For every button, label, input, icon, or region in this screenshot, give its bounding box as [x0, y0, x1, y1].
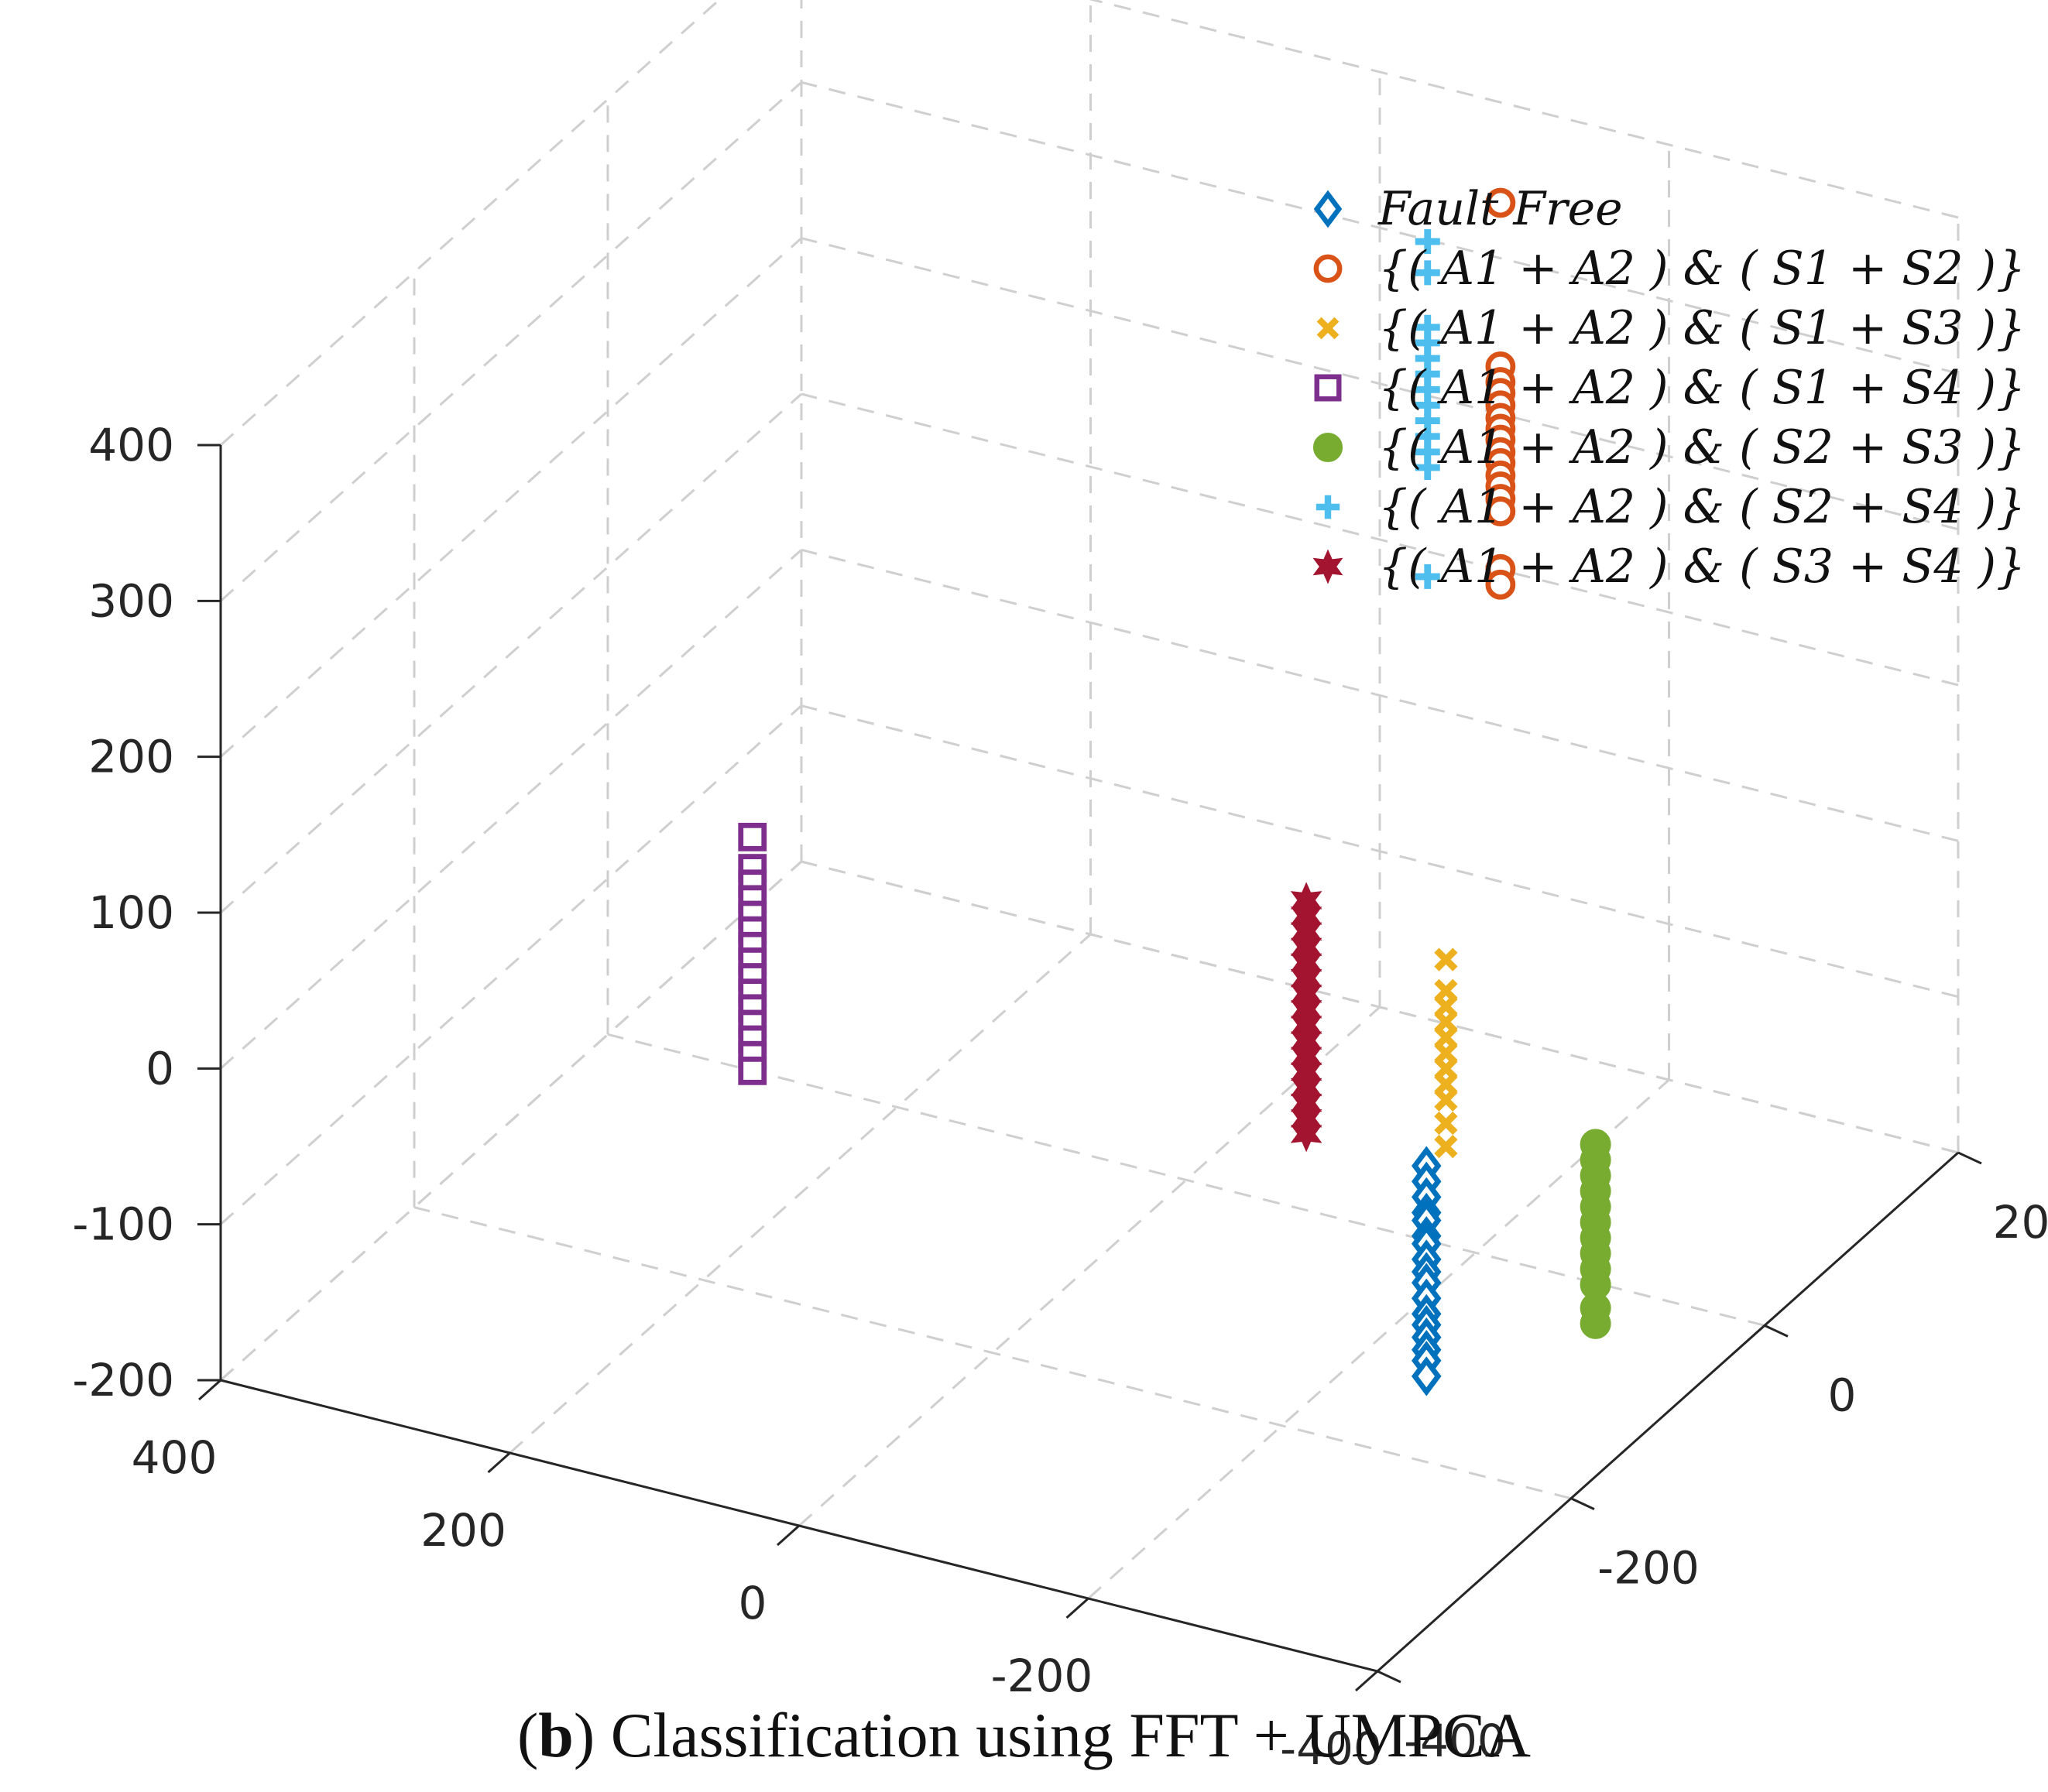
- data-point: [1415, 455, 1440, 480]
- series-6: [1290, 882, 1322, 1153]
- data-point: [1434, 947, 1458, 971]
- legend-marker: [1312, 549, 1343, 584]
- grid-line-floor-y: [607, 1033, 1765, 1327]
- data-points: [738, 187, 1611, 1396]
- grid-line-floor-x: [798, 1006, 1381, 1527]
- grid-line-left-z: [220, 392, 802, 914]
- grid-line-back-z: [801, 704, 1959, 999]
- z-tick-label: 300: [88, 574, 174, 627]
- axes: [197, 444, 1982, 1692]
- legend-marker: [1316, 495, 1340, 519]
- caption-label: b: [538, 1700, 574, 1770]
- x-tick-label: 0: [739, 1577, 767, 1629]
- series-1: [1485, 187, 1516, 600]
- x-tick-mark: [1065, 1597, 1089, 1619]
- legend-entry: Fault Free: [1377, 182, 1623, 236]
- data-point: [1434, 1111, 1458, 1136]
- series-4: [1580, 1129, 1611, 1339]
- x-tick-label: 200: [420, 1504, 506, 1557]
- z-tick-label: 400: [88, 419, 174, 471]
- grid-line-left-z: [220, 704, 802, 1225]
- grid-line-back-z: [801, 81, 1959, 375]
- y-tick-mark: [1570, 1497, 1595, 1511]
- z-tick-label: 100: [88, 886, 174, 939]
- grid-line-floor-x: [509, 933, 1092, 1455]
- data-point: [1434, 1088, 1458, 1112]
- legend-entry: {( A1 + A2 ) & ( S1 + S2 )}: [1378, 242, 2026, 296]
- grid-line-back-z: [801, 548, 1959, 842]
- legend-entry: {( A1 + A2 ) & ( S2 + S3 )}: [1378, 420, 2026, 475]
- series-3: [738, 822, 767, 1085]
- grid-line-floor-x: [1087, 1078, 1670, 1600]
- data-point: [1415, 229, 1440, 255]
- y-tick-label: -200: [1597, 1542, 1700, 1595]
- legend-entry: {( A1 + A2 ) & ( S3 + S4 )}: [1378, 540, 2026, 594]
- data-point: [1434, 1135, 1458, 1159]
- x-tick-label: 400: [132, 1431, 218, 1484]
- legend-marker: [1316, 317, 1340, 340]
- z-tick-label: 200: [88, 731, 174, 783]
- x-tick-mark: [1355, 1670, 1378, 1692]
- legend-entry: {( A1 + A2 ) & ( S1 + S4 )}: [1378, 361, 2026, 415]
- data-point: [1412, 1356, 1442, 1396]
- legend-marker: [1314, 374, 1342, 402]
- y-tick-label: 200: [1993, 1196, 2048, 1249]
- tick-labels: 400 300 200 100 0 -100 -200 400 200 0 -200 -400 -400…: [72, 419, 2048, 1775]
- grid-line-back-z: [801, 860, 1959, 1154]
- grid-line-left-z: [220, 237, 802, 758]
- grid-line-left-z: [220, 81, 802, 602]
- figure-caption: (b) Classification using FFT + UMPCA: [516, 1700, 1532, 1770]
- data-point: [738, 1056, 767, 1085]
- grid-line-left-z: [220, 549, 802, 1070]
- series-0: [1412, 1146, 1442, 1396]
- legend-marker: [1312, 432, 1343, 463]
- data-point: [1485, 569, 1516, 600]
- x-tick-label: -200: [991, 1650, 1093, 1702]
- grid-line-back-z: [801, 237, 1959, 531]
- data-point: [1580, 1307, 1611, 1339]
- grid-line-left-z: [220, 0, 721, 447]
- grid-line-floor-y: [413, 1206, 1572, 1500]
- y-tick-label: 0: [1828, 1369, 1857, 1421]
- z-tick-label: -100: [72, 1198, 174, 1251]
- legend: Fault Free{( A1 + A2 ) & ( S1 + S2 )}{( …: [1312, 182, 2026, 594]
- legend-entry: {( A1 + A2 ) & ( S2 + S4 )}: [1378, 480, 2026, 534]
- z-tick-label: 0: [146, 1042, 174, 1095]
- y-tick-mark: [1957, 1151, 1982, 1165]
- grid-line-back-z: [801, 392, 1959, 687]
- series-5: [1415, 229, 1440, 589]
- y-tick-mark: [1764, 1324, 1789, 1338]
- x-tick-mark: [198, 1379, 221, 1401]
- x-tick-mark: [487, 1451, 511, 1474]
- legend-marker: [1313, 254, 1343, 283]
- data-point: [1415, 260, 1440, 286]
- data-point: [1415, 564, 1440, 589]
- caption-text: Classification using FFT + UMPCA: [610, 1700, 1532, 1770]
- x-tick-label: -400: [1280, 1722, 1382, 1775]
- legend-entry: {( A1 + A2 ) & ( S1 + S3 )}: [1378, 301, 2026, 355]
- data-point: [1290, 1115, 1322, 1153]
- y-axis-line: [1377, 1151, 1959, 1673]
- z-tick-label: -200: [72, 1354, 174, 1407]
- y-tick-label: -400: [1404, 1715, 1506, 1767]
- grid-line-left-z: [220, 860, 802, 1382]
- legend-marker: [1313, 190, 1343, 228]
- x-tick-mark: [777, 1524, 800, 1547]
- series-2: [1434, 947, 1458, 1159]
- y-tick-mark: [1377, 1670, 1401, 1684]
- data-point: [1485, 496, 1516, 527]
- grid-line-back-z: [1089, 0, 1959, 219]
- data-point: [1485, 187, 1516, 218]
- data-point: [738, 822, 767, 851]
